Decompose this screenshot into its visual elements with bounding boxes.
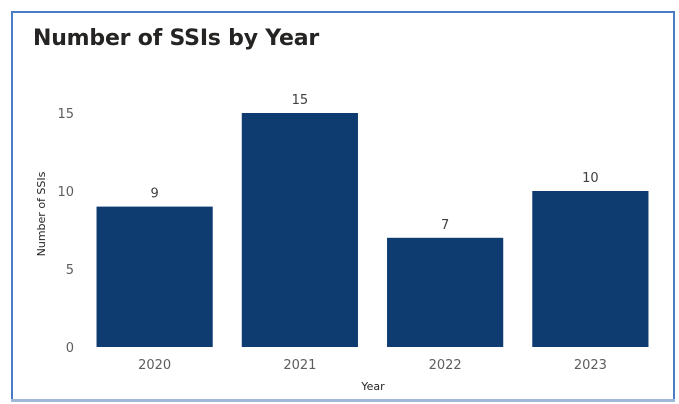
card-bottom-border	[11, 399, 675, 402]
data-labels: 9 15 7 10	[150, 93, 598, 233]
y-axis: 0 5 10 15	[57, 107, 74, 356]
bar-2022	[387, 237, 504, 347]
y-tick-label: 5	[66, 263, 74, 278]
y-tick-label: 10	[57, 185, 74, 200]
data-label-2023: 10	[582, 171, 599, 186]
y-tick-label: 0	[66, 341, 74, 356]
x-tick-label: 2022	[429, 358, 462, 373]
y-tick-label: 15	[57, 107, 74, 122]
x-tick-label: 2021	[283, 358, 316, 373]
bars	[96, 113, 649, 347]
x-axis: 2020 2021 2022 2023	[138, 358, 607, 373]
x-axis-title: Year	[360, 380, 385, 393]
bar-2021	[241, 113, 358, 347]
chart-title: Number of SSIs by Year	[33, 26, 320, 51]
bar-2020	[96, 206, 213, 347]
bar-2023	[532, 191, 649, 347]
data-label-2021: 15	[292, 93, 309, 108]
data-label-2020: 9	[150, 187, 158, 202]
x-tick-label: 2020	[138, 358, 171, 373]
data-label-2022: 7	[441, 218, 449, 233]
x-tick-label: 2023	[574, 358, 607, 373]
y-axis-title: Number of SSIs	[35, 171, 48, 256]
